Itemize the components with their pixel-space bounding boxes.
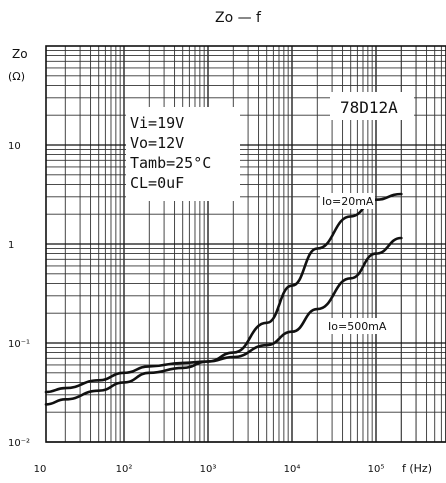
plot-frame — [45, 45, 446, 443]
y-tick-labels: 10 1 10⁻¹ 10⁻² — [8, 141, 30, 449]
y-tick-label: 10⁻¹ — [8, 339, 30, 350]
y-tick-label: 10 — [8, 141, 21, 152]
series-curves — [44, 192, 403, 406]
chart-title: Zo — f — [215, 10, 262, 26]
y-tick-label: 1 — [8, 240, 14, 251]
part-number-box — [330, 92, 414, 120]
x-tick-labels: 10 10² 10³ 10⁴ 10⁵ — [34, 464, 385, 475]
part-number-label: 78D12A — [340, 98, 398, 117]
y-axis-unit: (Ω) — [8, 70, 25, 83]
series-label-bg — [326, 318, 388, 334]
y-axis-label: Zo — [12, 47, 28, 61]
series-label-io-20ma: Io=20mA — [322, 195, 374, 208]
x-tick-label: 10³ — [200, 464, 217, 475]
series-labels: Io=20mA Io=500mA — [320, 193, 388, 334]
series-line-io-500ma — [44, 236, 403, 406]
conditions-list: Vi=19V Vo=12V Tamb=25°C CL=0uF — [130, 114, 211, 192]
condition-line: Vi=19V — [130, 114, 184, 132]
condition-line: Tamb=25°C — [130, 154, 211, 172]
x-tick-label: 10⁴ — [284, 464, 301, 475]
x-axis-label: f (Hz) — [402, 462, 432, 475]
series-label-io-500ma: Io=500mA — [328, 320, 387, 333]
conditions-box — [126, 107, 240, 201]
x-tick-label: 10⁵ — [368, 464, 385, 475]
condition-line: CL=0uF — [130, 174, 184, 192]
series-label-bg — [320, 193, 375, 209]
x-tick-label: 10 — [34, 464, 47, 475]
condition-line: Vo=12V — [130, 134, 184, 152]
x-tick-label: 10² — [116, 464, 133, 475]
series-line-io-20ma — [44, 192, 403, 394]
y-tick-label: 10⁻² — [8, 438, 30, 449]
